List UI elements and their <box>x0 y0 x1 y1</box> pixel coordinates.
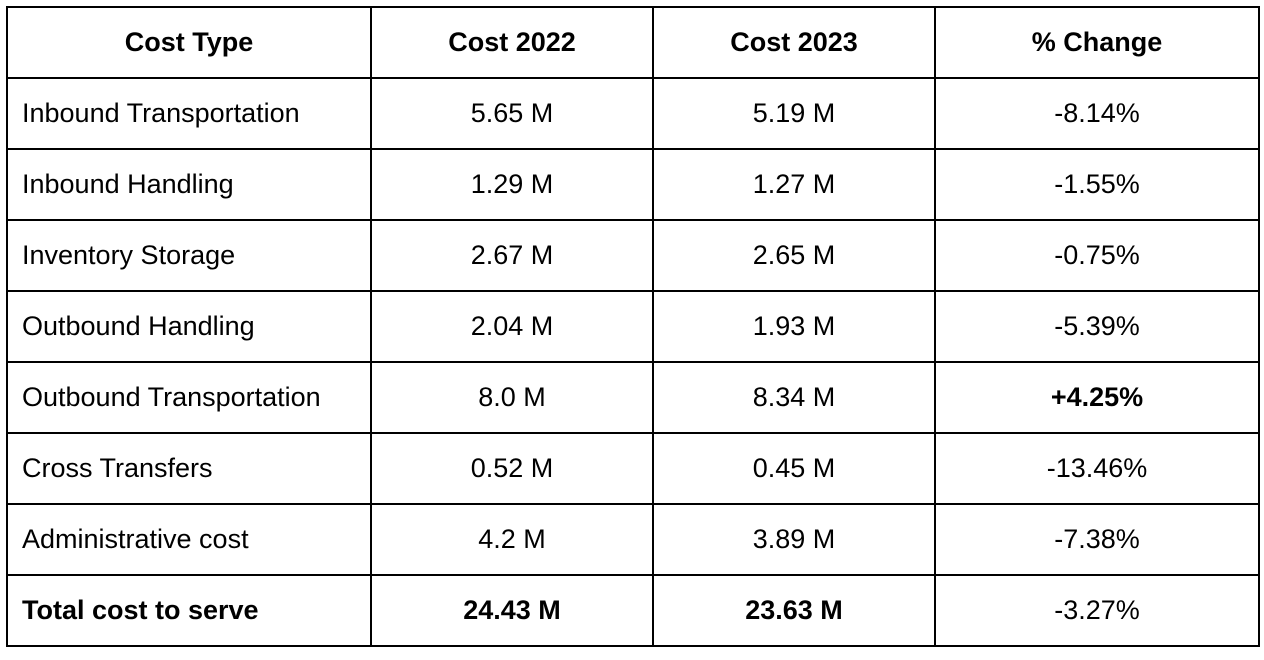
cost-2023-cell: 3.89 M <box>652 503 936 576</box>
cost-type-cell: Outbound Handling <box>6 290 372 363</box>
header-percent-change: % Change <box>934 6 1260 79</box>
cost-type-cell: Outbound Transportation <box>6 361 372 434</box>
percent-change-cell: -7.38% <box>934 503 1260 576</box>
header-cost-2022: Cost 2022 <box>370 6 654 79</box>
cost-comparison-table: Cost Type Cost 2022 Cost 2023 % Change I… <box>6 6 1260 647</box>
cost-2022-cell: 2.04 M <box>370 290 654 363</box>
cost-type-cell: Cross Transfers <box>6 432 372 505</box>
percent-change-cell: -5.39% <box>934 290 1260 363</box>
cost-type-cell: Administrative cost <box>6 503 372 576</box>
table-header: Cost Type Cost 2022 Cost 2023 % Change <box>6 6 1260 79</box>
total-row: Total cost to serve 24.43 M 23.63 M -3.2… <box>6 574 1260 647</box>
percent-change-cell: -1.55% <box>934 148 1260 221</box>
total-label-cell: Total cost to serve <box>6 574 372 647</box>
header-cost-2023: Cost 2023 <box>652 6 936 79</box>
cost-2022-cell: 5.65 M <box>370 77 654 150</box>
percent-change-cell: -13.46% <box>934 432 1260 505</box>
cost-type-cell: Inbound Handling <box>6 148 372 221</box>
table-row: Outbound Handling 2.04 M 1.93 M -5.39% <box>6 290 1260 363</box>
percent-change-cell: -0.75% <box>934 219 1260 292</box>
table-row: Inbound Transportation 5.65 M 5.19 M -8.… <box>6 77 1260 150</box>
header-row: Cost Type Cost 2022 Cost 2023 % Change <box>6 6 1260 79</box>
table-row: Cross Transfers 0.52 M 0.45 M -13.46% <box>6 432 1260 505</box>
cost-2023-cell: 8.34 M <box>652 361 936 434</box>
cost-2023-cell: 2.65 M <box>652 219 936 292</box>
cost-comparison-table-container: Cost Type Cost 2022 Cost 2023 % Change I… <box>6 6 1260 647</box>
cost-2022-cell: 4.2 M <box>370 503 654 576</box>
total-percent-change-cell: -3.27% <box>934 574 1260 647</box>
table-row: Outbound Transportation 8.0 M 8.34 M +4.… <box>6 361 1260 434</box>
header-cost-type: Cost Type <box>6 6 372 79</box>
percent-change-cell: -8.14% <box>934 77 1260 150</box>
cost-2022-cell: 1.29 M <box>370 148 654 221</box>
table-row: Inventory Storage 2.67 M 2.65 M -0.75% <box>6 219 1260 292</box>
total-cost-2023-cell: 23.63 M <box>652 574 936 647</box>
cost-type-cell: Inbound Transportation <box>6 77 372 150</box>
total-cost-2022-cell: 24.43 M <box>370 574 654 647</box>
cost-2022-cell: 2.67 M <box>370 219 654 292</box>
cost-2023-cell: 1.27 M <box>652 148 936 221</box>
cost-2022-cell: 0.52 M <box>370 432 654 505</box>
table-row: Administrative cost 4.2 M 3.89 M -7.38% <box>6 503 1260 576</box>
table-body: Inbound Transportation 5.65 M 5.19 M -8.… <box>6 77 1260 647</box>
cost-type-cell: Inventory Storage <box>6 219 372 292</box>
cost-2022-cell: 8.0 M <box>370 361 654 434</box>
cost-2023-cell: 1.93 M <box>652 290 936 363</box>
cost-2023-cell: 0.45 M <box>652 432 936 505</box>
cost-2023-cell: 5.19 M <box>652 77 936 150</box>
percent-change-cell-highlighted: +4.25% <box>934 361 1260 434</box>
table-row: Inbound Handling 1.29 M 1.27 M -1.55% <box>6 148 1260 221</box>
